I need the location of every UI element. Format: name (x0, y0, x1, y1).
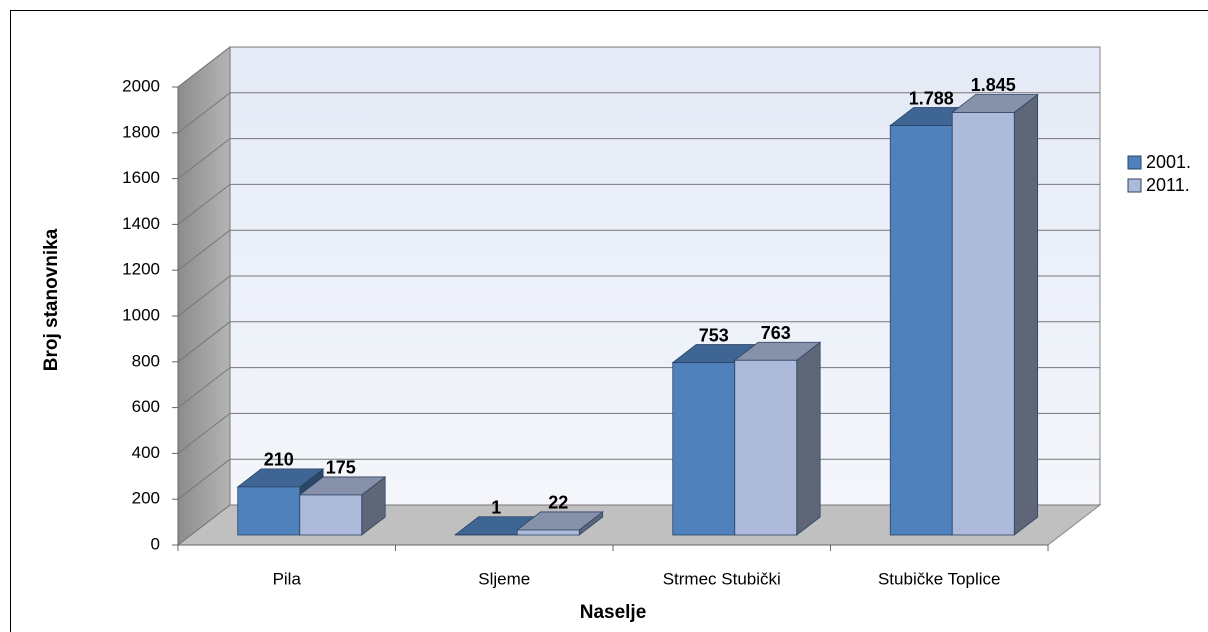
grid-line (177, 92, 231, 134)
y-tick-label: 1400 (122, 214, 160, 233)
data-label: 1.845 (971, 75, 1016, 95)
grid-line (177, 138, 231, 179)
bar-front (516, 529, 580, 536)
bar-front (672, 362, 736, 536)
y-tick-label: 1600 (122, 168, 160, 187)
plot: 0 200 400 600 800 1000 1200 1400 1600 1800 2000 Pil… (122, 46, 1100, 588)
y-tick-label: 1200 (122, 260, 160, 279)
x-tick-label: Sljeme (478, 569, 530, 588)
data-label: 210 (264, 450, 294, 470)
data-label: 763 (761, 323, 791, 343)
grid-line (177, 458, 231, 500)
y-tick-label: 800 (132, 351, 160, 370)
grid-line (177, 367, 231, 408)
grid-line (177, 184, 231, 225)
bar-front (889, 125, 953, 536)
grid-line (177, 275, 231, 317)
bar (236, 468, 325, 536)
bar-front (299, 494, 363, 536)
y-tick-label: 0 (151, 534, 160, 553)
y-axis-label: Broj stanovnika (41, 228, 62, 371)
legend-label: 2011. (1146, 175, 1190, 195)
x-tick-label: Strmec Stubički (663, 569, 781, 588)
x-axis-label: Naselje (580, 602, 647, 623)
bar (516, 511, 604, 536)
bar-front (734, 359, 798, 536)
legend-swatch (1127, 178, 1142, 193)
y-tick-label: 400 (132, 443, 160, 462)
bar-front (951, 112, 1015, 536)
bar (298, 476, 387, 536)
data-label: 1.788 (909, 88, 954, 108)
grid-line (177, 413, 231, 454)
grid-line (177, 229, 231, 271)
y-tick-label: 1000 (122, 305, 160, 324)
y-tick-label: 2000 (122, 76, 160, 95)
data-label: 175 (326, 458, 356, 478)
bar-side (796, 341, 821, 536)
bar-front (237, 486, 301, 536)
data-label: 753 (699, 325, 729, 345)
grid-line (177, 504, 231, 546)
bar-side (1013, 93, 1039, 536)
grid-line (177, 321, 231, 363)
grid-line (177, 46, 231, 88)
data-label: 1 (491, 498, 501, 518)
y-tick-label: 600 (132, 397, 160, 416)
legend-label: 2001. (1146, 152, 1191, 172)
bar (733, 341, 822, 536)
x-tick-label: Pila (273, 569, 302, 588)
bar (951, 93, 1039, 536)
data-label: 22 (548, 493, 568, 513)
legend-swatch (1127, 155, 1142, 170)
y-tick-label: 200 (132, 489, 160, 508)
y-tick-label: 1800 (122, 122, 160, 141)
x-tick-label: Stubičke Toplice (878, 569, 1001, 588)
